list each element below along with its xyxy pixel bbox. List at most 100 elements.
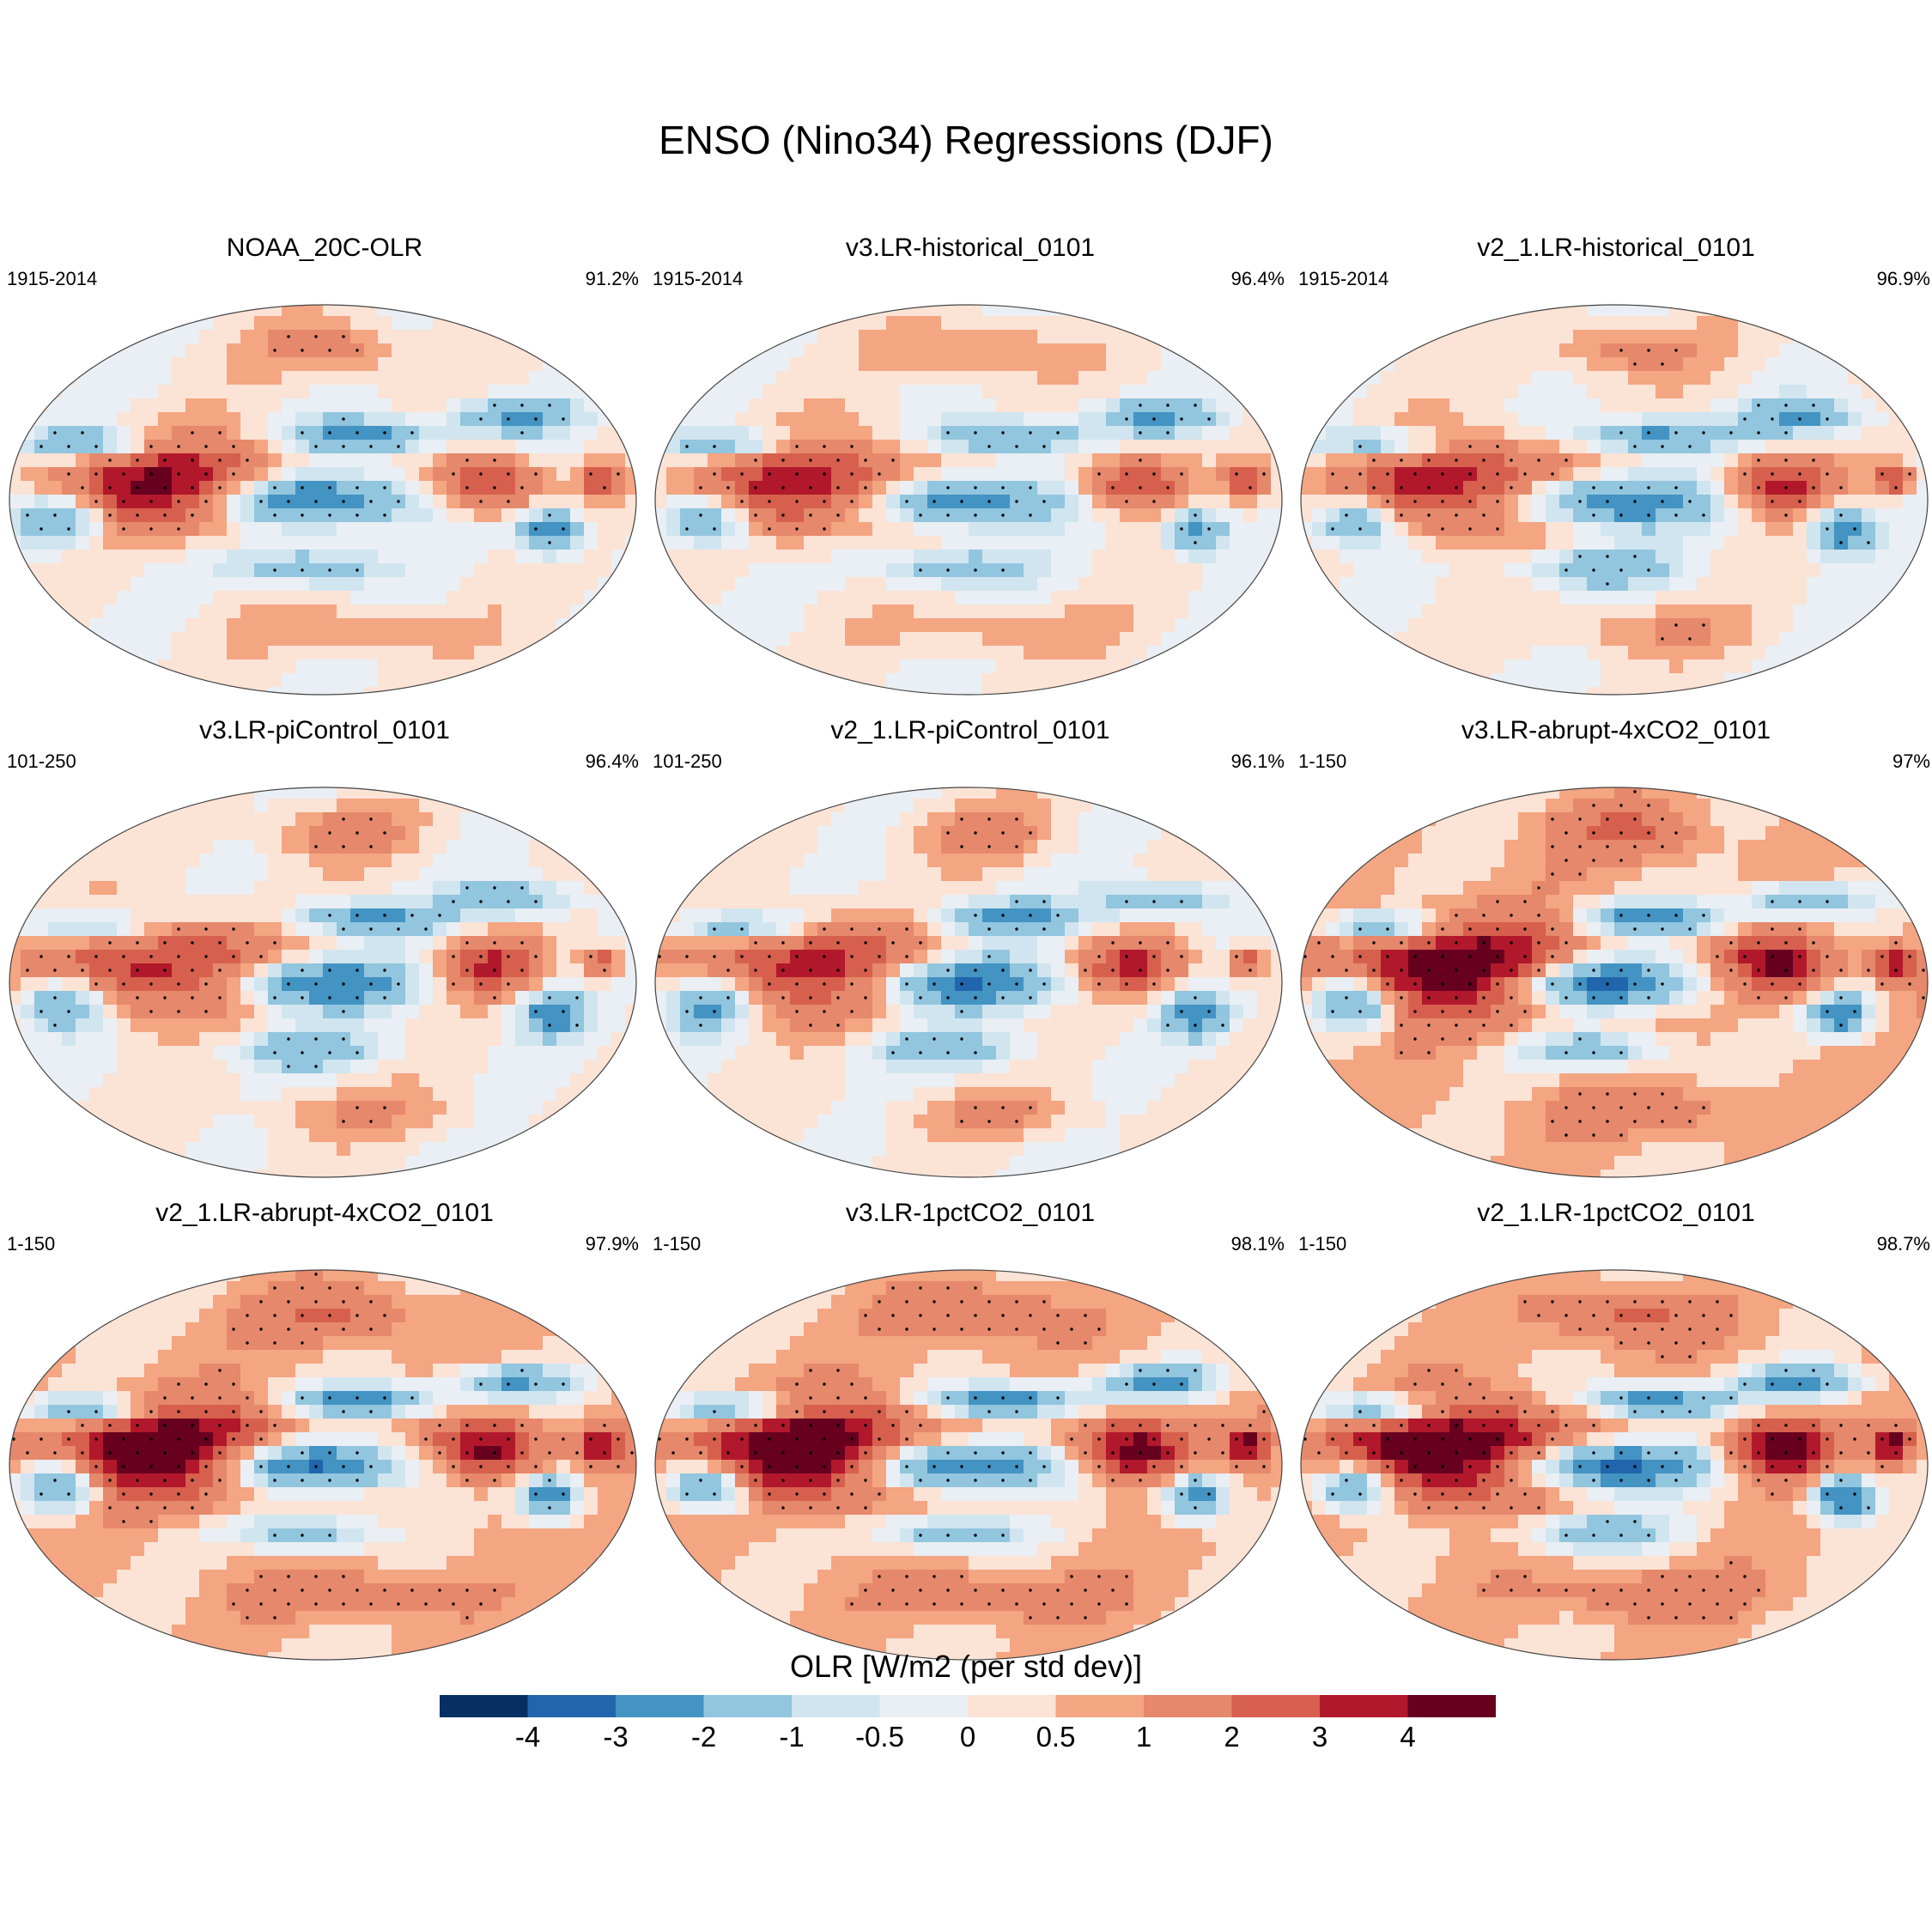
field-cell: [1532, 577, 1546, 592]
field-cell: [859, 398, 873, 413]
field-cell: [1532, 550, 1546, 564]
field-cell: [213, 398, 228, 413]
field-cell: [1436, 385, 1450, 399]
field-cell: [1037, 453, 1052, 468]
field-cell: [543, 787, 557, 799]
field-cell: [172, 371, 186, 386]
field-cell: [969, 591, 983, 605]
field-cell: [955, 316, 969, 331]
field-cell: [680, 495, 695, 509]
field-cell: [405, 440, 420, 454]
field-cell: [927, 316, 942, 331]
field-cell: [323, 687, 337, 695]
field-cell: [34, 908, 49, 923]
significance-dot: [1097, 472, 1101, 476]
field-cell: [1161, 508, 1176, 523]
field-cell: [1601, 632, 1615, 647]
field-cell: [708, 659, 722, 674]
field-cell: [1710, 508, 1725, 523]
significance-dot: [1839, 513, 1843, 517]
field-cell: [1202, 426, 1217, 440]
field-cell: [1875, 495, 1890, 509]
field-cell: [1587, 632, 1601, 647]
field-cell: [240, 673, 255, 688]
field-cell: [1683, 481, 1698, 495]
field-cell: [1257, 343, 1272, 358]
field-cell: [433, 522, 447, 537]
field-cell: [103, 316, 118, 331]
field-cell: [1779, 522, 1794, 537]
field-cell: [1903, 687, 1917, 695]
field-cell: [1587, 605, 1601, 619]
field-cell: [1518, 371, 1533, 386]
field-cell: [1601, 481, 1615, 495]
field-cell: [1862, 591, 1876, 605]
field-cell: [350, 330, 365, 344]
field-cell: [199, 577, 214, 592]
significance-dot: [328, 831, 331, 835]
field-cell: [969, 605, 983, 619]
field-cell: [1257, 522, 1272, 537]
field-cell: [117, 881, 131, 896]
field-cell: [1614, 522, 1629, 537]
field-cell: [48, 495, 63, 509]
field-cell: [254, 563, 269, 578]
significance-dot: [218, 486, 222, 489]
field-cell: [996, 412, 1011, 427]
field-cell: [1188, 467, 1203, 482]
field-cell: [213, 577, 228, 592]
field-cell: [1216, 536, 1230, 550]
field-cell: [1037, 605, 1052, 619]
field-cell: [1106, 343, 1121, 358]
field-cell: [543, 412, 557, 427]
field-cell: [1642, 687, 1656, 695]
significance-dot: [383, 914, 386, 917]
field-cell: [1491, 550, 1505, 564]
field-cell: [1243, 495, 1258, 509]
field-cell: [1408, 563, 1423, 578]
field-cell: [1024, 605, 1038, 619]
field-cell: [721, 632, 736, 647]
field-cell: [1889, 343, 1904, 358]
field-cell: [1642, 440, 1656, 454]
figure-title: ENSO (Nino34) Regressions (DJF): [659, 118, 1273, 162]
field-cell: [9, 659, 21, 674]
field-cell: [1848, 412, 1862, 427]
field-cell: [460, 840, 475, 854]
field-cell: [680, 371, 695, 386]
field-cell: [666, 440, 681, 454]
field-cell: [529, 840, 544, 854]
field-cell: [625, 826, 636, 841]
field-cell: [1449, 632, 1464, 647]
panel-period: 1915-2014: [653, 268, 744, 289]
significance-dot: [94, 445, 98, 448]
field-cell: [62, 495, 76, 509]
field-cell: [1353, 371, 1368, 386]
field-cell: [543, 426, 557, 440]
significance-dot: [355, 831, 359, 835]
significance-dot: [1757, 404, 1760, 407]
field-cell: [268, 787, 283, 799]
field-cell: [268, 895, 283, 909]
field-cell: [309, 632, 324, 647]
field-cell: [1037, 673, 1052, 688]
field-cell: [337, 426, 351, 440]
field-cell: [131, 316, 145, 331]
field-cell: [1092, 591, 1107, 605]
field-cell: [1010, 481, 1024, 495]
significance-dot: [933, 500, 936, 503]
field-cell: [1463, 453, 1478, 468]
field-cell: [941, 673, 956, 688]
field-cell: [501, 330, 516, 344]
field-cell: [392, 412, 406, 427]
field-cell: [1408, 577, 1423, 592]
field-cell: [1683, 398, 1698, 413]
field-cell: [872, 385, 887, 399]
field-cell: [89, 881, 104, 896]
field-cell: [364, 618, 379, 633]
field-cell: [364, 398, 379, 413]
field-cell: [172, 563, 186, 578]
field-cell: [1106, 357, 1121, 372]
field-cell: [831, 426, 846, 440]
field-cell: [1051, 577, 1066, 592]
